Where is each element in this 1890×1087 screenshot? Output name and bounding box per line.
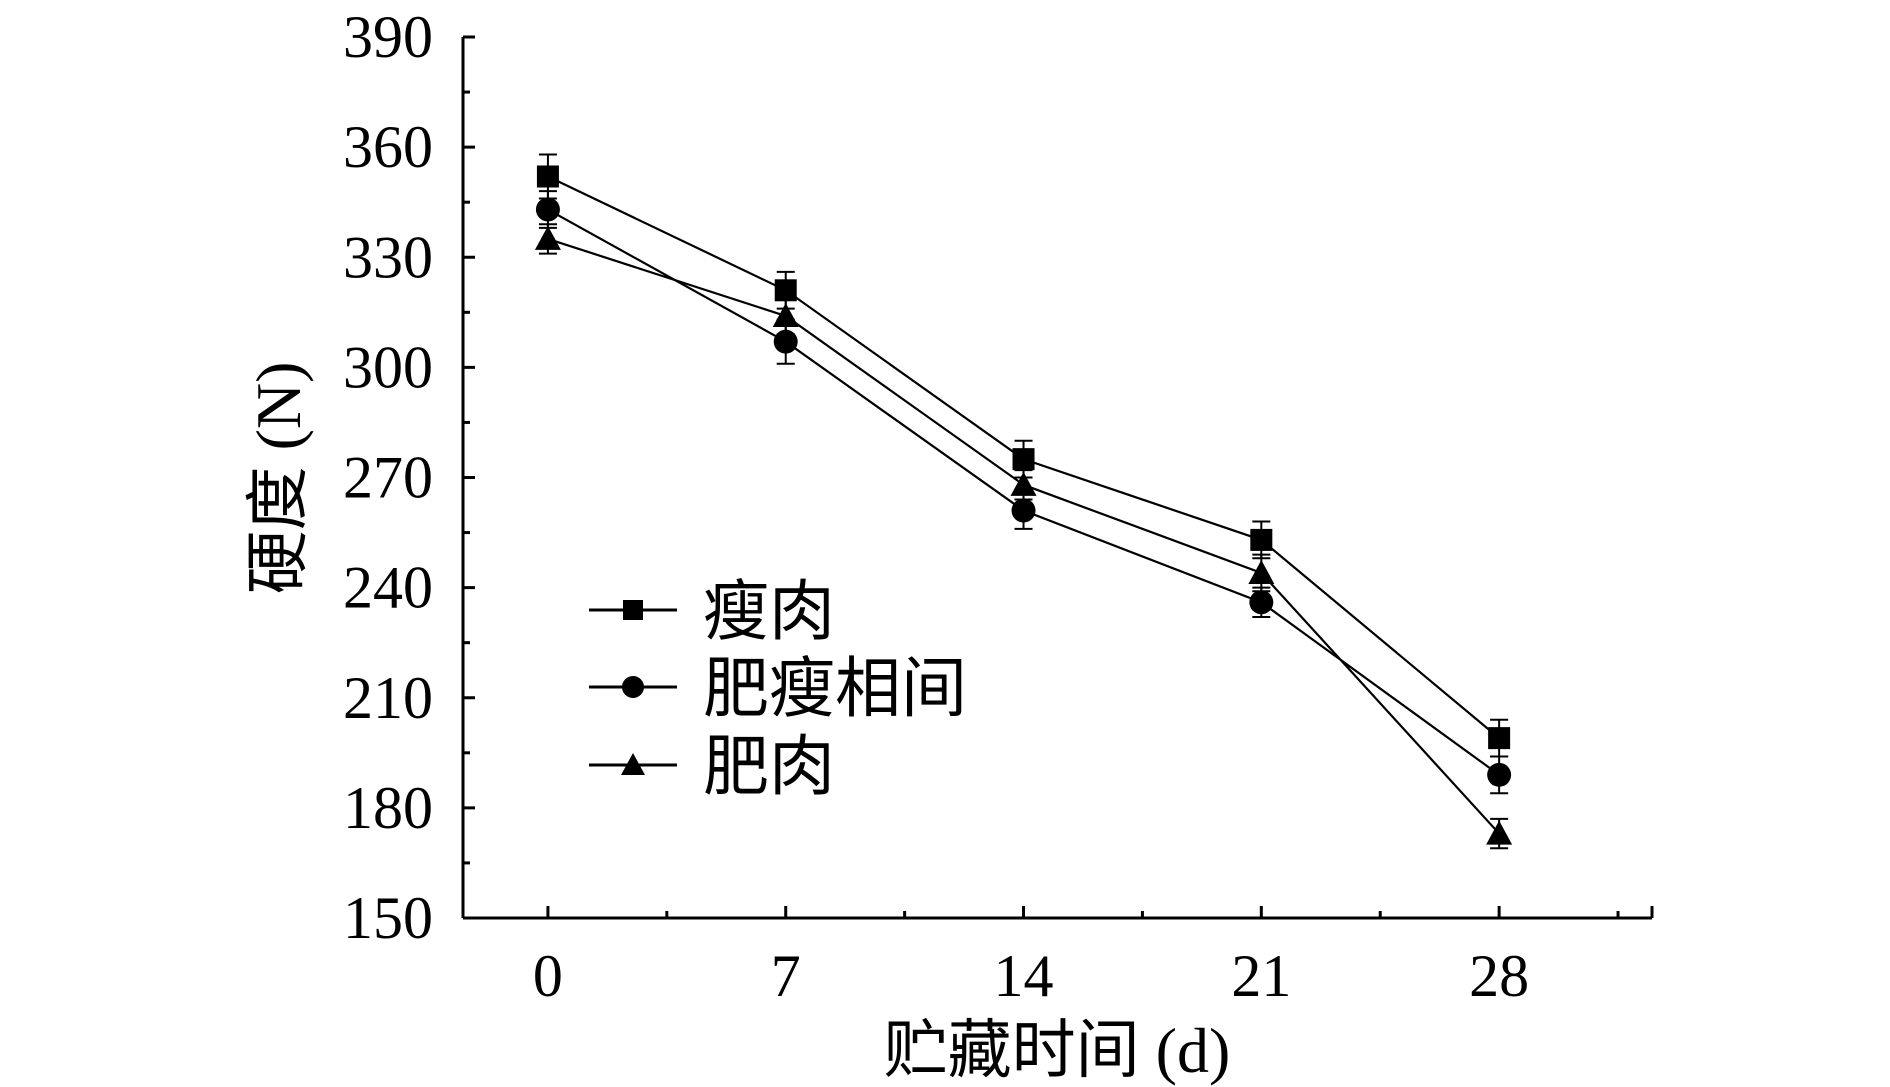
- circle-marker: [1487, 762, 1512, 787]
- y-tick-label: 330: [343, 224, 433, 290]
- y-tick-label: 270: [343, 445, 433, 511]
- legend-label: 肥瘦相间: [703, 653, 967, 726]
- triangle-marker: [1486, 820, 1513, 845]
- legend-item: 瘦肉: [589, 576, 835, 649]
- circle-marker: [622, 676, 644, 698]
- legend-label: 瘦肉: [703, 576, 835, 649]
- triangle-marker: [621, 753, 645, 775]
- triangle-marker: [534, 225, 561, 250]
- legend-label: 肥肉: [703, 731, 835, 804]
- circle-marker: [773, 329, 798, 354]
- legend-item: 肥肉: [589, 731, 835, 804]
- y-tick-label: 300: [343, 334, 433, 400]
- square-marker: [1012, 448, 1035, 471]
- y-tick-label: 240: [343, 555, 433, 621]
- legend-item: 肥瘦相间: [589, 653, 967, 726]
- y-tick-label: 180: [343, 775, 433, 841]
- series-triangle: [534, 223, 1513, 850]
- series-line: [547, 237, 1500, 835]
- x-tick-label: 21: [1231, 943, 1291, 1009]
- triangle-marker: [1010, 471, 1037, 496]
- x-tick-label: 28: [1469, 943, 1529, 1009]
- y-axis-title: 硬度 (N): [243, 362, 314, 595]
- triangle-marker: [772, 302, 799, 327]
- circle-marker: [535, 197, 560, 222]
- series-square: [536, 153, 1511, 758]
- square-marker: [623, 600, 643, 620]
- x-axis-title: 贮藏时间 (d): [884, 1015, 1231, 1086]
- axes: 150 180 210 240 270 300 330 360 390 0 7 14 21 28: [343, 4, 1654, 1009]
- y-tick-label: 150: [343, 885, 433, 951]
- circle-marker: [1011, 498, 1036, 523]
- square-marker: [536, 165, 559, 188]
- x-tick-label: 0: [533, 943, 563, 1009]
- y-tick-label: 390: [343, 4, 433, 70]
- square-marker: [1488, 727, 1511, 750]
- x-tick-label: 14: [994, 943, 1054, 1009]
- x-tick-label: 7: [771, 943, 801, 1009]
- triangle-marker: [1248, 559, 1275, 584]
- y-tick-label: 210: [343, 665, 433, 731]
- y-tick-label: 360: [343, 114, 433, 180]
- series-layer: [534, 153, 1513, 850]
- circle-marker: [1249, 590, 1274, 615]
- square-marker: [1250, 528, 1273, 551]
- square-marker: [774, 279, 797, 302]
